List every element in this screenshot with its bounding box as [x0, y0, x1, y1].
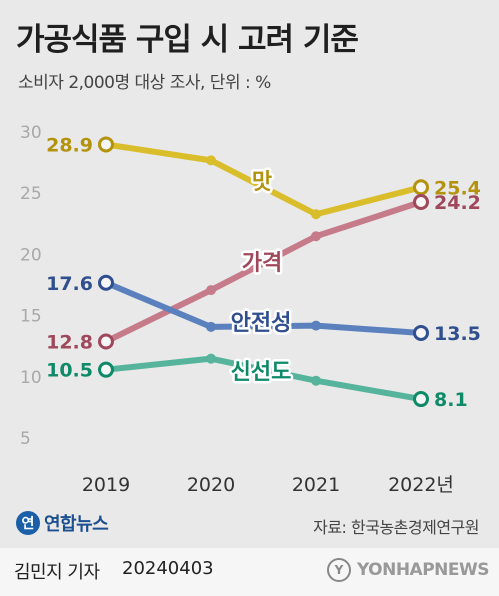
- data-point-marker: [413, 324, 429, 341]
- data-point: [311, 209, 321, 220]
- y-tick-label: 10: [20, 368, 42, 388]
- data-label: 28.9: [46, 134, 93, 156]
- data-point-marker: [413, 391, 429, 408]
- series-line: [103, 355, 424, 403]
- data-label: 10.5: [46, 360, 93, 382]
- y-tick-label: 20: [20, 245, 42, 265]
- x-tick-label: 2020: [187, 474, 235, 496]
- y-tick-label: 5: [20, 429, 31, 449]
- data-label: 17.6: [46, 273, 93, 295]
- yonhapnews-watermark: Y YONHAPNEWS: [326, 558, 490, 582]
- publish-date: 20240403: [122, 558, 214, 579]
- source-note: 자료: 한국농촌경제연구원: [313, 518, 479, 537]
- x-tick-label: 2021: [292, 474, 340, 496]
- data-point-marker: [98, 333, 114, 350]
- data-point-marker: [413, 193, 429, 210]
- line-chart: 5 10 15 20 25 30 2019 2020 2021 2022년 28.9 25.4 맛 12.…: [20, 123, 481, 496]
- yonhapnews-watermark-icon: Y: [326, 558, 351, 582]
- data-label: 24.2: [434, 192, 481, 214]
- data-point: [311, 375, 321, 386]
- series-name-label: 맛: [252, 170, 272, 195]
- x-tick-label: 2022년: [388, 474, 454, 496]
- yonhap-logo-icon: 연: [16, 511, 40, 535]
- footer-bar: 김민지 기자 20240403 Y YONHAPNEWS: [0, 548, 499, 596]
- data-point: [311, 320, 321, 331]
- series-line: [103, 141, 424, 218]
- yonhap-logo-text: 연합뉴스: [44, 514, 109, 535]
- reporter-name: 김민지 기자: [14, 562, 100, 583]
- data-label: 12.8: [46, 332, 93, 354]
- y-tick-label: 30: [20, 123, 42, 143]
- yonhapnews-watermark-text: YONHAPNEWS: [356, 560, 490, 580]
- series-name-label: 안전성: [231, 311, 292, 336]
- data-point: [311, 231, 321, 242]
- data-point-marker: [413, 179, 429, 196]
- data-point-marker: [98, 136, 114, 153]
- series-line: [103, 198, 424, 345]
- x-tick-label: 2019: [82, 474, 130, 496]
- series-name-label: 가격: [242, 251, 282, 276]
- chart-subtitle: 소비자 2,000명 대상 조사, 단위 : %: [18, 73, 271, 93]
- data-point: [206, 321, 216, 332]
- data-label: 13.5: [434, 323, 481, 345]
- data-point: [206, 155, 216, 166]
- data-point-marker: [98, 274, 114, 291]
- yonhap-logo: 연 연합뉴스: [16, 510, 109, 536]
- series-name-label: 신선도: [231, 360, 292, 385]
- y-tick-label: 25: [20, 184, 42, 204]
- series-line: [103, 279, 424, 336]
- data-point: [206, 353, 216, 364]
- data-point-marker: [98, 361, 114, 378]
- y-tick-label: 15: [20, 307, 42, 327]
- data-label: 25.4: [434, 177, 481, 199]
- chart-title: 가공식품 구입 시 고려 기준: [16, 22, 359, 58]
- data-label: 8.1: [434, 389, 468, 411]
- data-point: [206, 285, 216, 296]
